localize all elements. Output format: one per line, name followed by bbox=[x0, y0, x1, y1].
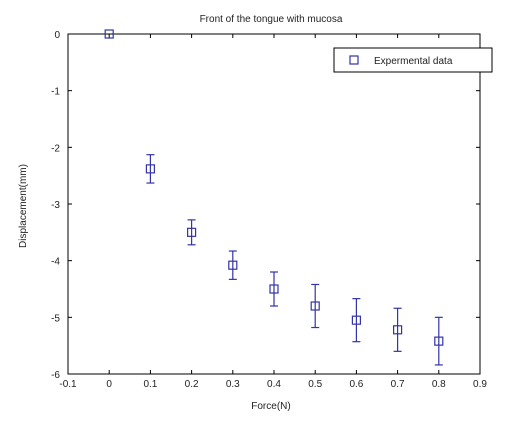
legend-marker-square bbox=[349, 55, 359, 65]
y-tick-label: -2 bbox=[51, 143, 60, 154]
plot-area bbox=[67, 33, 481, 375]
chart-title: Front of the tongue with mucosa bbox=[200, 14, 343, 25]
y-tick-label: -4 bbox=[51, 257, 60, 268]
y-axis-title: Displacement(mm) bbox=[18, 164, 29, 248]
x-tick-label: 0.9 bbox=[473, 379, 487, 390]
data-point bbox=[228, 260, 238, 270]
legend: Expermental data bbox=[333, 47, 493, 73]
x-tick-label: 0.6 bbox=[349, 379, 363, 390]
y-tick-label: -5 bbox=[51, 313, 60, 324]
y-tick-label: 0 bbox=[54, 30, 60, 41]
data-point bbox=[310, 301, 320, 311]
data-point bbox=[145, 164, 155, 174]
data-point bbox=[187, 227, 197, 237]
x-tick-label: 0.8 bbox=[432, 379, 446, 390]
x-tick-label: 0.3 bbox=[226, 379, 240, 390]
y-tick-label: -6 bbox=[51, 370, 60, 381]
series-expermental-data bbox=[104, 29, 444, 366]
data-point bbox=[351, 315, 361, 325]
y-tick-label: -1 bbox=[51, 87, 60, 98]
x-tick-label: 0.5 bbox=[308, 379, 322, 390]
x-tick-label: 0.4 bbox=[267, 379, 281, 390]
x-axis-title: Force(N) bbox=[251, 401, 290, 412]
data-point bbox=[104, 29, 114, 39]
x-tick-label: 0.7 bbox=[391, 379, 405, 390]
legend-box bbox=[333, 47, 493, 73]
data-point bbox=[393, 325, 403, 335]
data-point bbox=[434, 336, 444, 346]
x-tick-label: 0 bbox=[106, 379, 112, 390]
y-tick-label: -3 bbox=[51, 200, 60, 211]
data-point bbox=[269, 284, 279, 294]
legend-entry-expermental-data: Expermental data bbox=[374, 56, 453, 67]
x-tick-label: 0.1 bbox=[143, 379, 157, 390]
x-tick-label: -0.1 bbox=[59, 379, 77, 390]
x-axis: -0.1 0 0.1 0.2 0.3 0.4 0.5 0.6 0.7 0.8 0.9 bbox=[59, 34, 487, 390]
x-tick-label: 0.2 bbox=[185, 379, 199, 390]
y-axis: 0 -1 -2 -3 -4 -5 -6 bbox=[51, 30, 480, 381]
